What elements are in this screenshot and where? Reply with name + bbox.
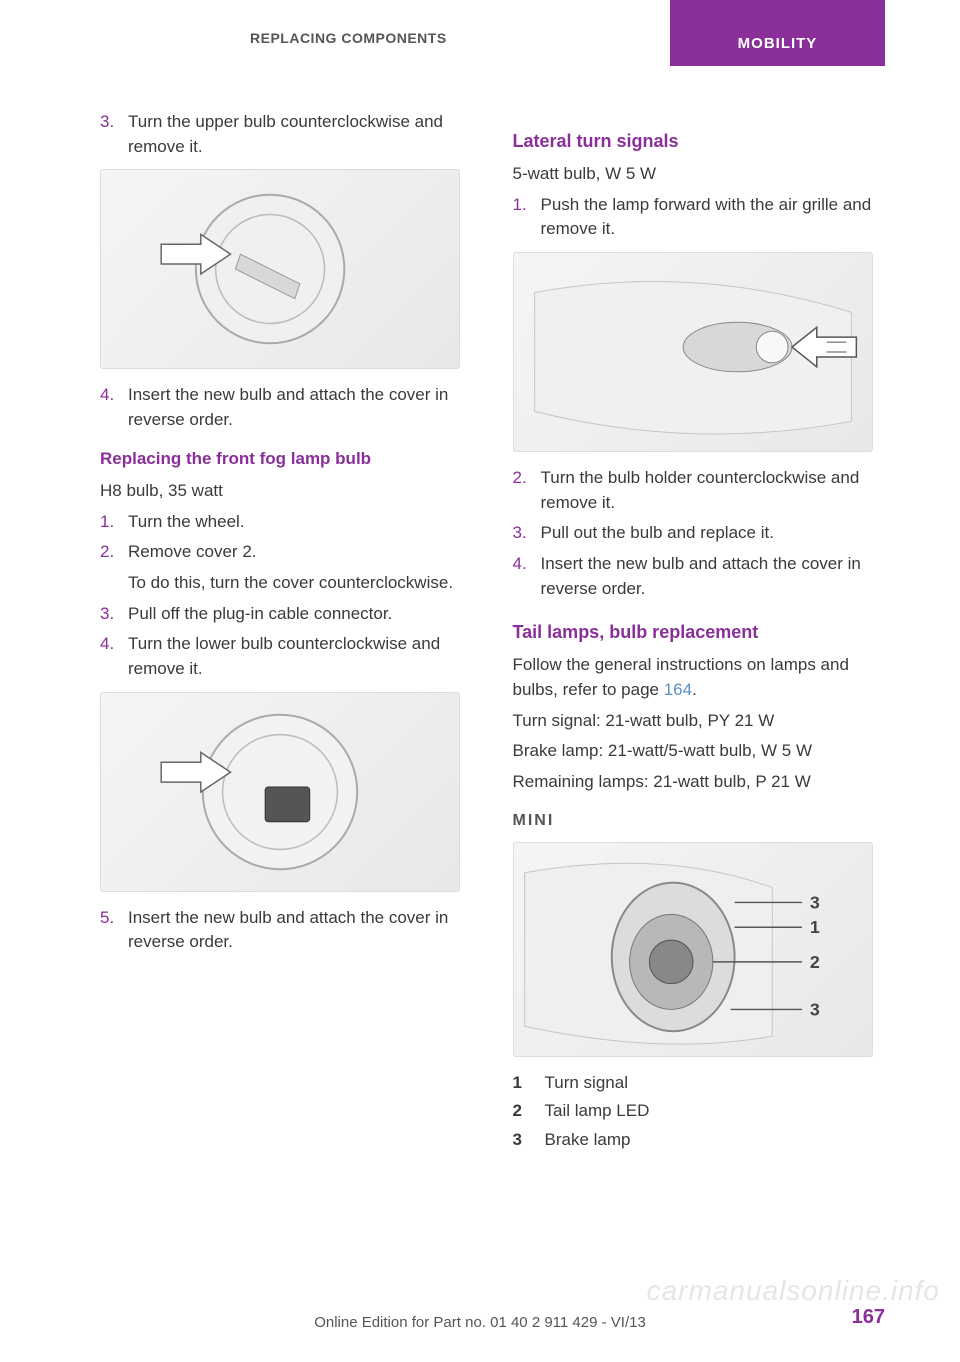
spec-text: 5-watt bulb, W 5 W (513, 162, 886, 187)
chapter-tab: MOBILITY (670, 0, 885, 66)
step-text: Insert the new bulb and attach the cover… (128, 383, 473, 432)
left-column: 3. Turn the upper bulb counterclockwise … (100, 110, 473, 1157)
legend-item: 2 Tail lamp LED (513, 1099, 886, 1124)
step-text: Insert the new bulb and attach the cover… (128, 906, 473, 955)
intro-text-b: . (692, 680, 697, 699)
legend-number: 1 (513, 1071, 545, 1096)
step-item: 2. Remove cover 2. (100, 540, 473, 565)
step-number: 5. (100, 906, 128, 955)
page-link[interactable]: 164 (664, 680, 692, 699)
step-number: 1. (513, 193, 541, 242)
legend-text: Turn signal (545, 1071, 628, 1096)
step-number: 4. (100, 383, 128, 432)
step-item: 3. Pull out the bulb and replace it. (513, 521, 886, 546)
page-header: REPLACING COMPONENTS MOBILITY (0, 0, 960, 70)
svg-text:3: 3 (809, 999, 819, 1019)
step-text: Pull out the bulb and replace it. (541, 521, 886, 546)
subsection-heading: Replacing the front fog lamp bulb (100, 447, 473, 472)
step-text: Turn the wheel. (128, 510, 473, 535)
content-area: 3. Turn the upper bulb counterclockwise … (0, 70, 960, 1157)
figure-tail-lamp: 3 1 2 3 (513, 842, 873, 1057)
step-number: 4. (513, 552, 541, 601)
step-note: To do this, turn the cover counterclockw… (128, 571, 473, 596)
step-text: Turn the bulb holder counterclockwise an… (541, 466, 886, 515)
step-text: Remove cover 2. (128, 540, 473, 565)
step-number: 2. (100, 540, 128, 565)
watermark: carmanualsonline.info (647, 1271, 940, 1312)
step-item: 3. Pull off the plug-in cable connector. (100, 602, 473, 627)
step-number: 3. (100, 602, 128, 627)
spec-text: Remaining lamps: 21-watt bulb, P 21 W (513, 770, 886, 795)
subsection-heading: MINI (513, 809, 886, 832)
step-item: 4. Insert the new bulb and attach the co… (100, 383, 473, 432)
step-text: Insert the new bulb and attach the cover… (541, 552, 886, 601)
figure-bulb-upper (100, 169, 460, 369)
step-item: 1. Push the lamp forward with the air gr… (513, 193, 886, 242)
legend-item: 1 Turn signal (513, 1071, 886, 1096)
svg-text:3: 3 (809, 892, 819, 912)
svg-text:2: 2 (809, 952, 819, 972)
figure-bulb-lower (100, 692, 460, 892)
right-column: Lateral turn signals 5-watt bulb, W 5 W … (513, 110, 886, 1157)
step-number: 2. (513, 466, 541, 515)
step-number: 3. (100, 110, 128, 159)
step-number: 4. (100, 632, 128, 681)
figure-lateral-signal (513, 252, 873, 452)
section-title: REPLACING COMPONENTS (250, 28, 447, 48)
legend-number: 3 (513, 1128, 545, 1153)
step-text: Pull off the plug-in cable connector. (128, 602, 473, 627)
section-heading: Tail lamps, bulb replacement (513, 619, 886, 645)
page-number: 167 (852, 1303, 885, 1332)
step-item: 5. Insert the new bulb and attach the co… (100, 906, 473, 955)
legend-text: Tail lamp LED (545, 1099, 650, 1124)
step-item: 4. Turn the lower bulb counterclockwise … (100, 632, 473, 681)
step-text: Push the lamp forward with the air grill… (541, 193, 886, 242)
svg-text:1: 1 (809, 917, 819, 937)
step-text: Turn the lower bulb counterclockwise and… (128, 632, 473, 681)
step-item: 3. Turn the upper bulb counterclockwise … (100, 110, 473, 159)
step-item: 4. Insert the new bulb and attach the co… (513, 552, 886, 601)
spec-text: H8 bulb, 35 watt (100, 479, 473, 504)
step-item: 1. Turn the wheel. (100, 510, 473, 535)
step-number: 3. (513, 521, 541, 546)
body-text: Follow the general instructions on lamps… (513, 653, 886, 702)
legend-text: Brake lamp (545, 1128, 631, 1153)
legend-item: 3 Brake lamp (513, 1128, 886, 1153)
step-item: 2. Turn the bulb holder counterclockwise… (513, 466, 886, 515)
footer-line: Online Edition for Part no. 01 40 2 911 … (0, 1312, 960, 1334)
spec-text: Brake lamp: 21-watt/5-watt bulb, W 5 W (513, 739, 886, 764)
step-number: 1. (100, 510, 128, 535)
spec-text: Turn signal: 21-watt bulb, PY 21 W (513, 709, 886, 734)
legend-number: 2 (513, 1099, 545, 1124)
section-heading: Lateral turn signals (513, 128, 886, 154)
step-text: Turn the upper bulb counterclockwise and… (128, 110, 473, 159)
